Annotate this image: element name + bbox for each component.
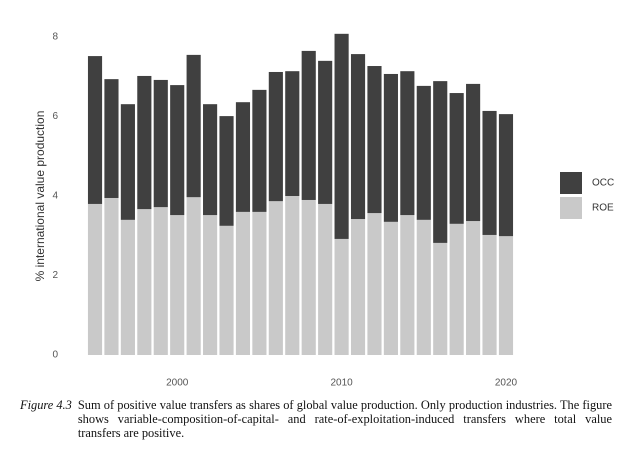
bar-segment — [301, 50, 316, 200]
bar-segment — [219, 225, 234, 355]
bar-segment — [170, 215, 185, 355]
legend-swatch — [560, 197, 582, 219]
x-tick-label: 2000 — [166, 378, 189, 389]
bar-segment — [137, 75, 152, 210]
bar-segment — [433, 242, 448, 355]
bar-segment — [252, 211, 267, 355]
bar-segment — [285, 71, 300, 196]
bar-segment — [400, 215, 415, 355]
bar-segment — [350, 219, 366, 355]
caption-label: Figure 4.3 — [20, 398, 72, 412]
bar-segment — [120, 219, 135, 355]
legend-swatch — [560, 172, 582, 194]
bar-segment — [416, 219, 431, 355]
bar-segment — [186, 54, 201, 198]
bar-segment — [383, 221, 398, 355]
bar-segment — [334, 238, 349, 355]
bar-segment — [498, 236, 514, 355]
y-tick-label: 2 — [52, 270, 58, 281]
bar-segment — [334, 33, 349, 239]
bar-segment — [170, 85, 185, 216]
x-tick-label: 2020 — [495, 378, 518, 389]
caption: Figure 4.3 Sum of positive value transfe… — [20, 398, 612, 440]
bar-segment — [87, 56, 103, 204]
bar-segment — [482, 234, 497, 355]
bar-segment — [433, 81, 448, 243]
bar-segment — [383, 73, 398, 222]
y-tick-label: 8 — [52, 32, 58, 43]
bar-segment — [120, 104, 135, 220]
bar-segment — [104, 197, 119, 355]
bar-segment — [416, 85, 431, 220]
bar-segment — [137, 209, 152, 355]
legend-label: OCC — [592, 178, 614, 189]
bar-segment — [400, 71, 415, 216]
bar-segment — [367, 213, 382, 355]
bar-segment — [235, 102, 251, 212]
bar-segment — [268, 201, 283, 355]
bar-segment — [104, 79, 119, 198]
bar-segment — [318, 203, 333, 355]
bar-segment — [449, 93, 464, 224]
bar-segment — [268, 71, 283, 202]
x-tick-label: 2010 — [330, 378, 353, 389]
bar-segment — [466, 221, 481, 355]
bar-segment — [252, 89, 267, 212]
bar-segment — [235, 211, 251, 355]
bar-segment — [87, 203, 103, 355]
bar-segment — [449, 223, 464, 355]
bar-segment — [203, 215, 218, 355]
legend-label: ROE — [592, 203, 614, 214]
y-tick-label: 0 — [52, 350, 58, 361]
y-tick-label: 4 — [52, 191, 58, 202]
bar-segment — [498, 114, 514, 237]
y-tick-label: 6 — [52, 111, 58, 122]
bar-segment — [186, 197, 201, 355]
bar-segment — [482, 110, 497, 235]
bar-segment — [301, 199, 316, 355]
caption-text: Sum of positive value transfers as share… — [77, 398, 612, 440]
bar-segment — [318, 60, 333, 204]
bar-segment — [153, 79, 168, 208]
bar-segment — [153, 207, 168, 355]
bar-segment — [466, 83, 481, 222]
bar-segment — [203, 104, 218, 216]
bar-segment — [350, 54, 366, 220]
y-axis-title: % international value production — [33, 111, 47, 282]
bar-segment — [219, 116, 234, 226]
bar-segment — [285, 196, 300, 355]
chart: % international value production 0 2 4 6 8 20… — [33, 32, 614, 389]
bar-segment — [367, 66, 382, 214]
